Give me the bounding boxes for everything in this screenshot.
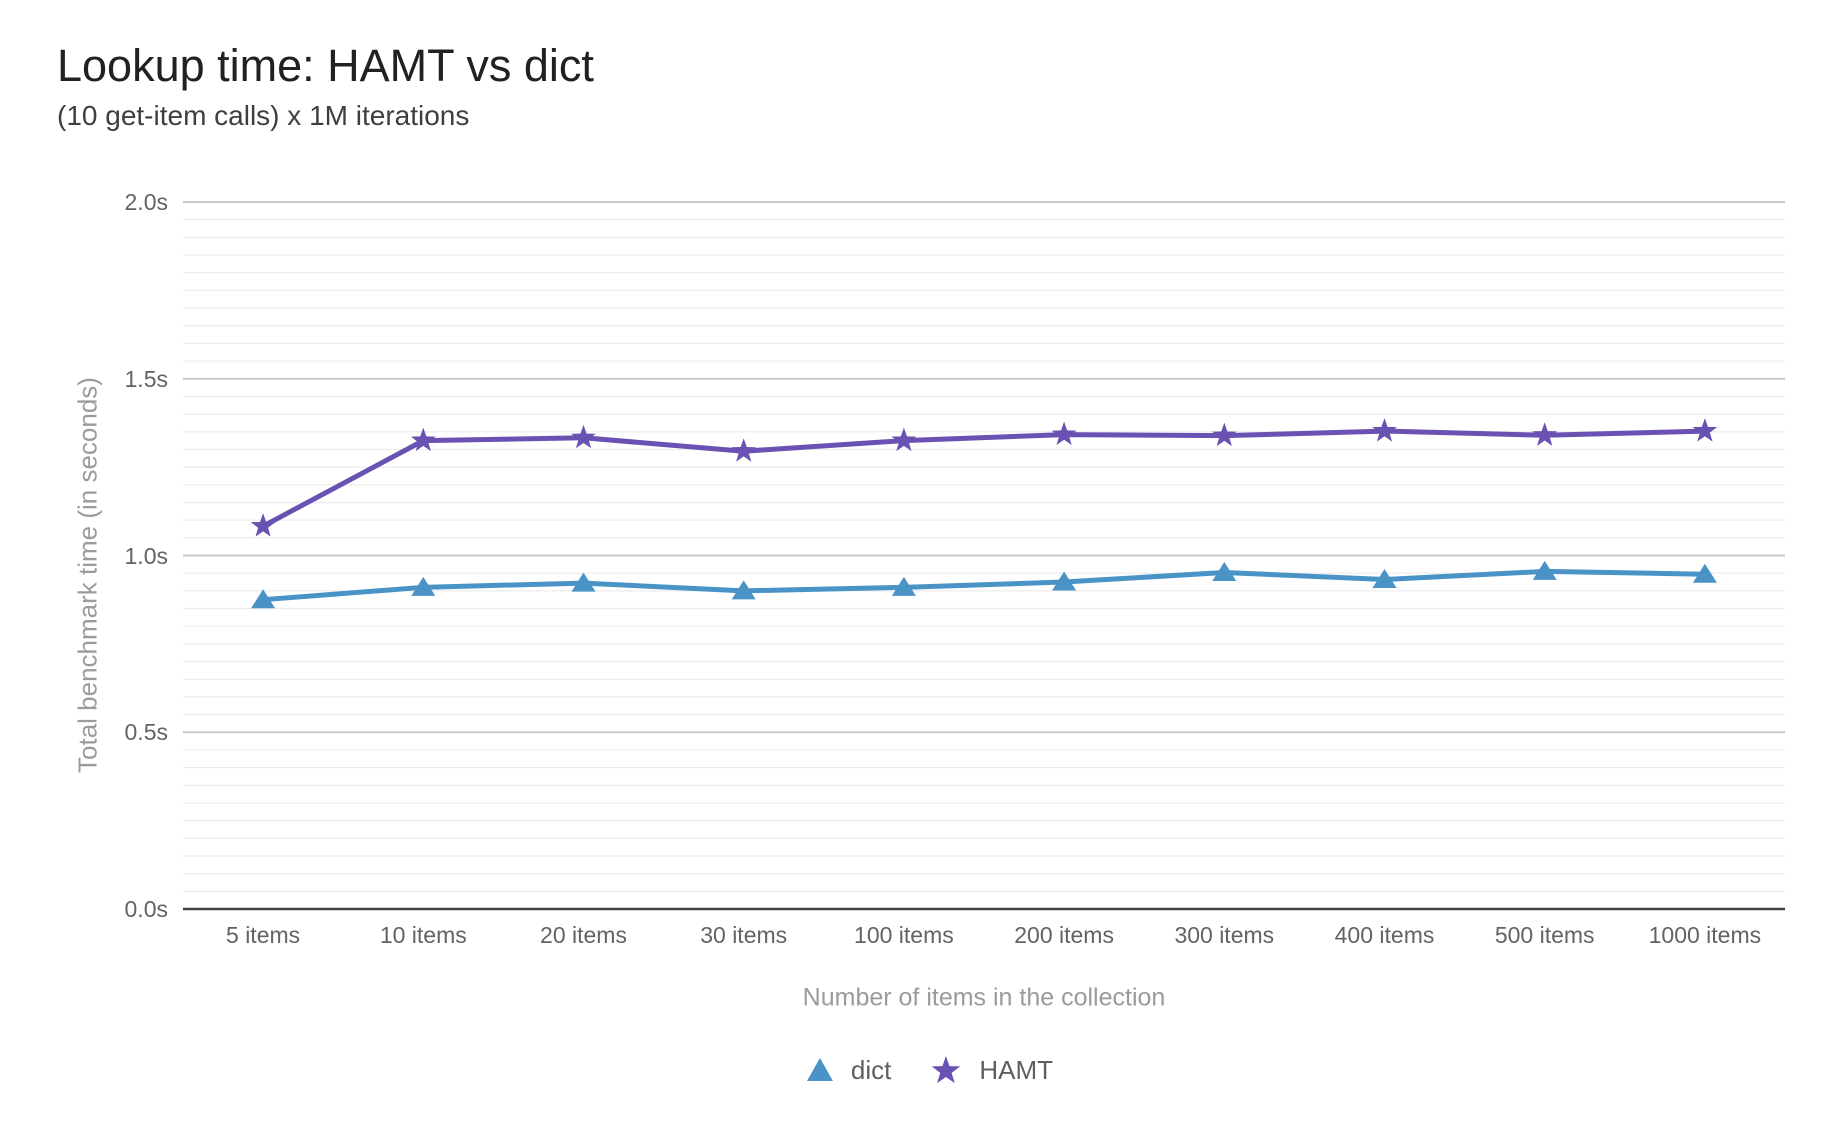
data-point-hamt <box>1692 418 1718 442</box>
x-tick-label: 500 items <box>1494 922 1595 948</box>
series-line-dict <box>260 568 1708 603</box>
data-point-dict <box>891 576 916 596</box>
x-tick-label: 100 items <box>854 922 954 948</box>
data-point-hamt <box>1372 418 1397 442</box>
legend: dict HAMT <box>805 1053 1053 1087</box>
x-axis-title: Number of items in the collection <box>802 983 1166 1012</box>
data-point-hamt <box>891 427 917 452</box>
legend-item-hamt[interactable]: HAMT <box>929 1053 1053 1087</box>
x-tick-label: 200 items <box>1014 922 1114 948</box>
dict-triangle-icon <box>806 1058 833 1081</box>
y-tick-label: 0.0s <box>124 896 168 922</box>
legend-label-dict: dict <box>850 1054 892 1085</box>
data-point-dict <box>1692 563 1717 583</box>
y-tick-label: 2.0s <box>124 189 168 215</box>
data-point-dict <box>411 576 436 596</box>
hamt-star-icon <box>932 1056 961 1084</box>
x-tick-label: 5 items <box>226 922 301 948</box>
y-axis-title: Total benchmark time (in seconds) <box>72 377 103 773</box>
data-point-hamt <box>1051 421 1077 446</box>
y-tick-label: 0.5s <box>124 719 168 746</box>
legend-item-dict[interactable]: dict <box>805 1055 891 1086</box>
legend-label-hamt: HAMT <box>979 1054 1054 1085</box>
x-tick-label: 400 items <box>1334 922 1435 948</box>
x-tick-label: 10 items <box>379 922 467 948</box>
chart-title: Lookup time: HAMT vs dict <box>57 40 594 91</box>
data-point-hamt <box>250 513 276 537</box>
data-point-hamt <box>410 427 436 452</box>
series-line-hamt <box>260 428 1708 529</box>
data-point-dict <box>731 580 756 600</box>
x-tick-label: 1000 items <box>1648 922 1762 948</box>
chart-subtitle: (10 get-item calls) x 1M iterations <box>57 100 470 131</box>
y-tick-label: 1.0s <box>124 542 168 569</box>
data-point-dict <box>1212 561 1237 581</box>
data-point-dict <box>571 572 596 592</box>
x-tick-label: 30 items <box>700 922 788 948</box>
data-point-dict <box>251 589 276 609</box>
data-point-dict <box>1372 569 1397 589</box>
x-tick-label: 20 items <box>540 922 627 948</box>
x-tick-label: 300 items <box>1174 922 1275 948</box>
data-point-hamt <box>1211 422 1237 447</box>
y-tick-label: 1.5s <box>124 365 168 392</box>
data-point-hamt <box>1532 422 1558 446</box>
data-point-dict <box>1052 571 1077 591</box>
data-point-dict <box>1532 560 1557 580</box>
data-point-hamt <box>731 438 757 462</box>
data-point-hamt <box>571 424 596 449</box>
